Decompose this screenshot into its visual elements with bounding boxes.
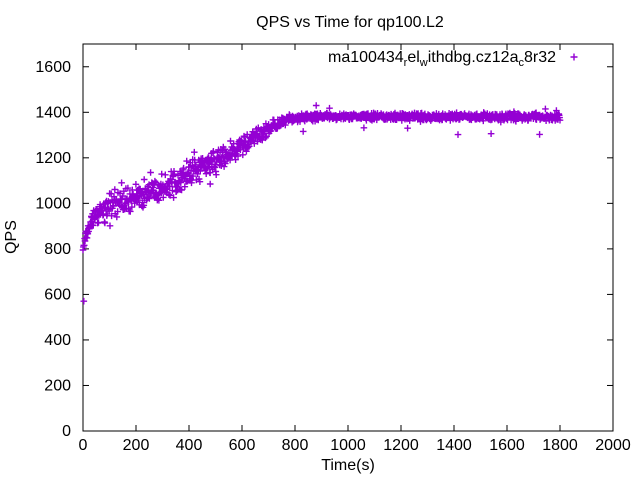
x-tick-label: 400 — [176, 437, 203, 454]
y-axis-label: QPS — [3, 220, 20, 254]
y-tick-label: 1600 — [35, 59, 71, 76]
x-tick-label: 1800 — [542, 437, 578, 454]
legend-label: ma100434relwithdbg.cz12ac8r32 — [328, 49, 556, 69]
x-tick-label: 600 — [229, 437, 256, 454]
x-tick-label: 200 — [123, 437, 150, 454]
y-tick-label: 200 — [44, 377, 71, 394]
x-tick-label: 1400 — [436, 437, 472, 454]
y-tick-label: 1000 — [35, 195, 71, 212]
x-tick-label: 0 — [79, 437, 88, 454]
y-tick-label: 1400 — [35, 104, 71, 121]
y-tick-label: 600 — [44, 286, 71, 303]
x-tick-label: 800 — [282, 437, 309, 454]
y-tick-label: 400 — [44, 332, 71, 349]
x-axis-label: Time(s) — [321, 457, 375, 474]
legend-marker-plus-icon — [570, 53, 578, 61]
scatter-points — [79, 102, 564, 305]
plot-area: 0 200 400 600 800 1000 1200 1400 1600 1800 2000 0 20… — [35, 43, 631, 454]
x-tick-label: 2000 — [595, 437, 631, 454]
chart-title: QPS vs Time for qp100.L2 — [256, 14, 444, 31]
plot-border — [82, 43, 614, 432]
y-tick-label: 0 — [62, 423, 71, 440]
x-tick-label: 1600 — [489, 437, 525, 454]
x-tick-label: 1200 — [383, 437, 419, 454]
y-tick-label: 1200 — [35, 150, 71, 167]
y-tick-label: 800 — [44, 241, 71, 258]
x-tick-label: 1000 — [330, 437, 366, 454]
